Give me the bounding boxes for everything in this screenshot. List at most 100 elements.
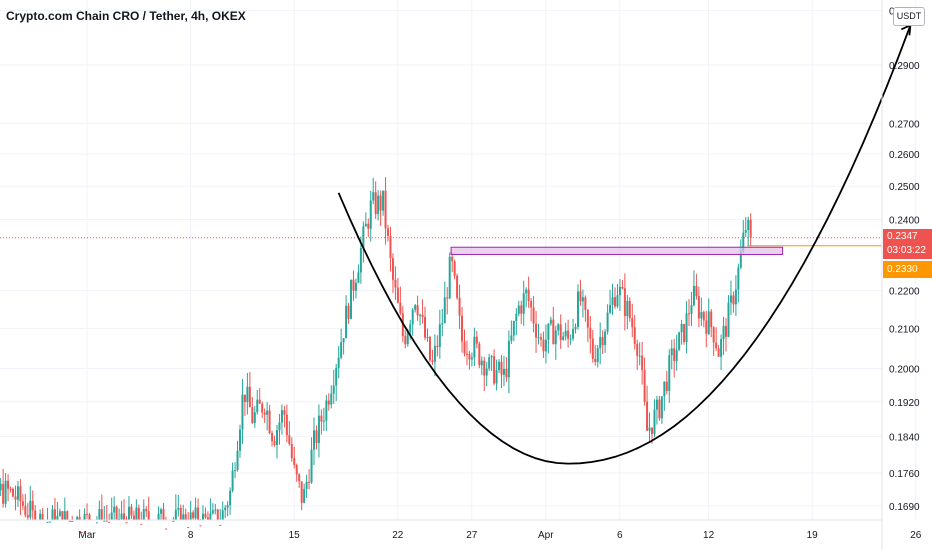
candle-body (350, 279, 353, 319)
candle-body (310, 449, 313, 483)
candle-body (547, 323, 550, 340)
candle-body (463, 341, 466, 354)
candle-body (436, 345, 439, 347)
candle-body (34, 510, 37, 520)
candle-body (293, 458, 296, 466)
candle-body (192, 512, 195, 519)
candle-body (441, 323, 444, 325)
candle-body (46, 521, 49, 523)
candle-body (507, 340, 510, 378)
candle-body (105, 520, 108, 522)
candle-body (530, 301, 533, 308)
candle-body (290, 444, 293, 459)
candle-body (618, 286, 621, 296)
candle-body (58, 511, 61, 517)
candle-body (651, 427, 654, 435)
candle-body (685, 313, 688, 342)
candle-body (164, 528, 167, 530)
candle-body (737, 267, 740, 290)
candle-body (636, 343, 639, 356)
level-price-tag: 0.2330 (883, 261, 932, 278)
candle-body (742, 232, 745, 252)
candle-body (7, 480, 10, 489)
candle-body (238, 429, 241, 451)
candle-body (209, 513, 212, 520)
candle-body (601, 337, 604, 346)
candle-body (443, 297, 446, 324)
candle-body (451, 256, 454, 262)
candle-body (500, 361, 503, 375)
candle-body (419, 314, 422, 316)
grid-lines (0, 0, 917, 520)
candle-body (68, 520, 71, 522)
candle-body (359, 248, 362, 273)
candlestick-series (0, 177, 752, 533)
cup-curve (337, 24, 912, 465)
candle-body (424, 317, 427, 338)
candle-body (206, 517, 209, 520)
candle-body (19, 486, 22, 502)
candle-body (300, 481, 303, 503)
candle-body (246, 386, 249, 403)
candle-body (732, 295, 735, 305)
candle-body (643, 369, 646, 402)
candle-body (258, 399, 261, 404)
candle-body (204, 513, 207, 518)
candle-body (510, 335, 513, 341)
candle-body (2, 483, 5, 504)
candle-body (216, 509, 219, 520)
last-price-tag: 0.2347 03:03:22 (883, 229, 932, 259)
candle-body (414, 305, 417, 310)
candle-body (197, 507, 200, 520)
currency-unit-badge[interactable]: USDT (893, 7, 925, 26)
candle-body (221, 510, 224, 520)
candle-body (113, 506, 116, 513)
candle-body (621, 286, 624, 289)
candle-body (473, 336, 476, 358)
price-axis-label: 0.1690 (889, 502, 920, 513)
candle-body (411, 309, 414, 325)
candle-body (680, 323, 683, 333)
candle-body (374, 192, 377, 215)
candle-body (688, 313, 691, 315)
candle-body (214, 509, 217, 511)
candle-body (498, 361, 501, 371)
candle-body (26, 515, 29, 518)
candle-body (539, 337, 542, 340)
candle-body (184, 514, 187, 520)
candle-body (382, 190, 385, 211)
candle-body (320, 415, 323, 422)
candle-body (562, 336, 565, 340)
candle-body (199, 525, 202, 527)
time-axis-label: 8 (188, 530, 194, 541)
candle-body (586, 310, 589, 328)
candle-body (187, 527, 190, 529)
candle-body (611, 297, 614, 305)
candle-body (391, 258, 394, 280)
candle-body (369, 200, 372, 229)
candle-body (465, 353, 468, 355)
candle-body (549, 319, 552, 324)
candle-body (542, 339, 545, 352)
candle-body (14, 496, 17, 500)
candle-body (354, 282, 357, 291)
candle-body (379, 195, 382, 211)
candle-body (110, 512, 113, 520)
candle-body (394, 279, 397, 288)
candle-body (49, 521, 52, 523)
candle-body (421, 314, 424, 318)
candle-body (177, 507, 180, 510)
candle-body (234, 470, 237, 472)
candle-body (512, 320, 515, 336)
candle-body (515, 313, 518, 321)
bar-countdown: 03:03:22 (887, 245, 926, 256)
candle-body (599, 337, 602, 349)
candle-body (261, 403, 264, 413)
candle-body (628, 300, 631, 319)
candle-body (387, 228, 390, 236)
candle-body (248, 386, 251, 408)
candle-body (446, 297, 449, 299)
candle-body (226, 505, 229, 508)
candle-body (564, 330, 567, 337)
